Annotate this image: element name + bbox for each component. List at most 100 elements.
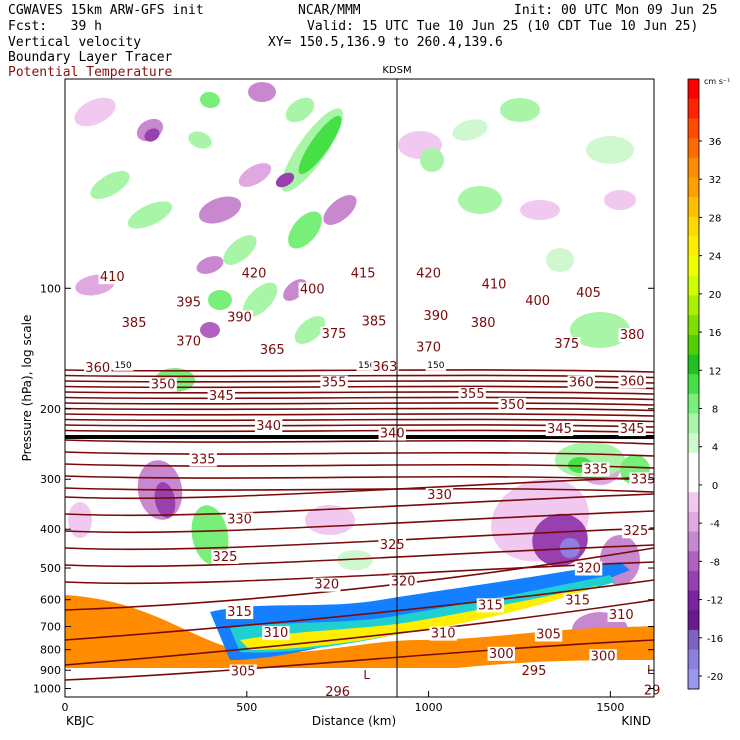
isentrope-label: 305 [536,628,561,643]
isentrope-label-bg [425,487,454,502]
y-tick-label: 100 [40,282,61,295]
colorbar-swatch [688,433,699,454]
isentrope-label-bg [618,422,646,437]
isentrope-label: 400 [525,294,550,309]
isentrope-label: 345 [547,422,572,437]
isentrope-label: 375 [554,337,579,352]
isentrope-label: 335 [631,472,656,487]
isentrope-label: 360 [620,375,645,390]
isentrope-label-bg [254,419,283,434]
colorbar-swatch [688,570,699,592]
x-tick-label: 1000 [415,701,443,714]
colorbar-swatch [688,374,699,395]
isentrope-label: 330 [227,513,252,528]
y-axis-title: Pressure (hPa), log scale [20,315,34,462]
y-tick-label: 600 [40,594,61,607]
isentrope-line [65,527,654,551]
colorbar-tick-label: 0 [712,481,718,492]
isentrope-label: 355 [460,387,485,402]
isentrope-label: 150 [115,361,132,371]
w-shading-blob [452,119,488,141]
field-boundary-layer-tracer: Boundary Layer Tracer [8,50,173,65]
isentrope-line [65,599,654,666]
isentrope-label-bg [225,605,254,620]
isentrope-label: 390 [227,310,252,325]
colorbar-swatch [688,354,699,375]
isentrope-label-bg [523,293,552,308]
init-time: Init: 00 UTC Mon 09 Jun 25 [514,3,718,18]
y-tick-label: 1000 [33,683,61,696]
isentrope-line [65,579,654,641]
colorbar-units: cm s⁻¹ [704,77,730,86]
isentrope-label: 315 [565,594,590,609]
isentrope-label: 360 [569,376,594,391]
isentrope-label-bg [211,549,239,564]
colorbar-tick-label: 36 [709,137,722,148]
isentrope-line [65,475,654,481]
w-shading-blob [285,97,315,123]
isentrope-line [65,493,654,517]
isentrope-label-bg [476,598,505,613]
isentrope-line [65,402,654,406]
isentrope-label: 340 [380,427,405,442]
isentrope-label-bg [629,472,657,487]
isentrope-label: 405 [576,286,601,301]
x-axis-title: Distance (km) [312,714,396,728]
field-vertical-velocity: Vertical velocity [8,35,142,50]
isentrope-label: 400 [300,282,325,297]
isentrope-label: 150 [358,361,375,371]
w-shading-blob [288,211,322,249]
w-shading-blob [198,196,242,224]
isentrope-label-bg [84,361,112,376]
isentrope-label: 150 [427,361,444,371]
colorbar-swatch [688,492,699,513]
isentrope-label: 310 [431,627,456,642]
isentrope-label-bg [607,607,635,622]
isentrope-label: 390 [423,309,448,324]
isentrope-label-bg [262,626,290,641]
w-shading-blob [520,200,560,220]
isentrope-label-bg [622,524,650,539]
isentrope-label-bg [545,422,574,437]
isentrope-label-bg [563,593,592,608]
isentrope-line [65,369,654,373]
isentrope-line [65,639,654,681]
colorbar-swatch [688,197,699,218]
valid-time: Valid: 15 UTC Tue 10 Jun 25 (10 CDT Tue … [307,19,699,34]
w-shading-blob [191,505,229,565]
colorbar-swatch [688,138,699,159]
colorbar-tick-label: -20 [707,672,723,683]
colorbar-swatch [688,334,699,355]
left-endpoint-label: KBJC [66,714,94,728]
forecast-hour: Fcst: 39 h [8,19,102,34]
isentrope-label: 415 [351,267,376,282]
y-tick-label: 400 [40,523,61,536]
colorbar-swatch [688,177,699,198]
w-shading-blob [337,550,373,570]
w-shading-blob [500,98,540,122]
isentrope-label: 420 [242,267,267,282]
isentrope-label-bg [189,452,217,467]
isentrope-label: 370 [176,335,201,350]
isentrope-label: 325 [213,550,238,565]
isentrope-label-bg [429,626,457,641]
plot-frame [64,78,655,698]
isentrope-label: 300 [489,647,514,662]
isentrope-label: 325 [380,538,405,553]
isentrope-line [65,413,654,417]
terrain-mask [65,660,654,697]
isentrope-label-bg [240,266,268,281]
isentrope-label-bg [149,377,177,392]
isentrope-label-bg [520,663,548,678]
isentrope-label-bg [553,337,581,352]
isentrope-label: 410 [100,270,125,285]
colorbar-tick-label: 16 [709,328,722,339]
colorbar-swatch [688,413,699,434]
isentrope-label-bg [174,295,203,310]
isentrope-label-bg [371,360,399,375]
w-shading-blob [127,201,173,229]
colorbar-swatch [688,295,699,316]
isentrope-label-bg [207,388,236,403]
isentrope-label: 29 [644,683,661,698]
colorbar-tick-label: 32 [709,175,722,186]
